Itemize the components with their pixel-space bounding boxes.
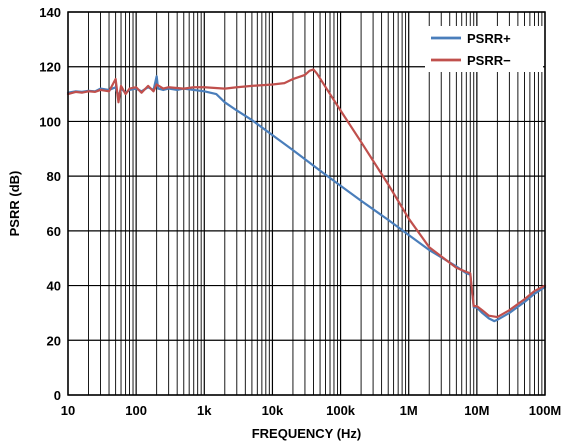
- series-layer: [66, 68, 547, 323]
- y-tick-label: 100: [39, 114, 61, 129]
- x-tick-label: 1M: [400, 403, 418, 418]
- y-tick-label: 140: [39, 5, 61, 20]
- y-tick-label: 80: [47, 169, 61, 184]
- legend-background: [425, 26, 543, 72]
- x-tick-label: 100k: [326, 403, 356, 418]
- y-axis-title: PSRR (dB): [7, 171, 22, 237]
- plot-frame: [67, 11, 546, 396]
- x-tick-label: 1k: [197, 403, 212, 418]
- x-tick-label: 10: [61, 403, 75, 418]
- x-tick-label: 100M: [529, 403, 562, 418]
- x-tick-label: 10M: [464, 403, 489, 418]
- series-line: [66, 68, 547, 319]
- y-tick-label: 120: [39, 60, 61, 75]
- y-tick-label: 60: [47, 224, 61, 239]
- legend-label: PSRR−: [467, 53, 511, 68]
- x-tick-label: 10k: [262, 403, 284, 418]
- y-tick-label: 20: [47, 333, 61, 348]
- legend-label: PSRR+: [467, 31, 511, 46]
- x-axis-title: FREQUENCY (Hz): [252, 426, 362, 441]
- x-tick-labels: 10 100 1k 10k 100k 1M 10M 100M: [61, 403, 562, 418]
- y-tick-labels: 0 20 40 60 80 100 120 140: [39, 5, 61, 403]
- x-tick-label: 100: [125, 403, 147, 418]
- y-tick-label: 0: [54, 388, 61, 403]
- legend: PSRR+ PSRR−: [425, 26, 543, 72]
- y-tick-label: 40: [47, 279, 61, 294]
